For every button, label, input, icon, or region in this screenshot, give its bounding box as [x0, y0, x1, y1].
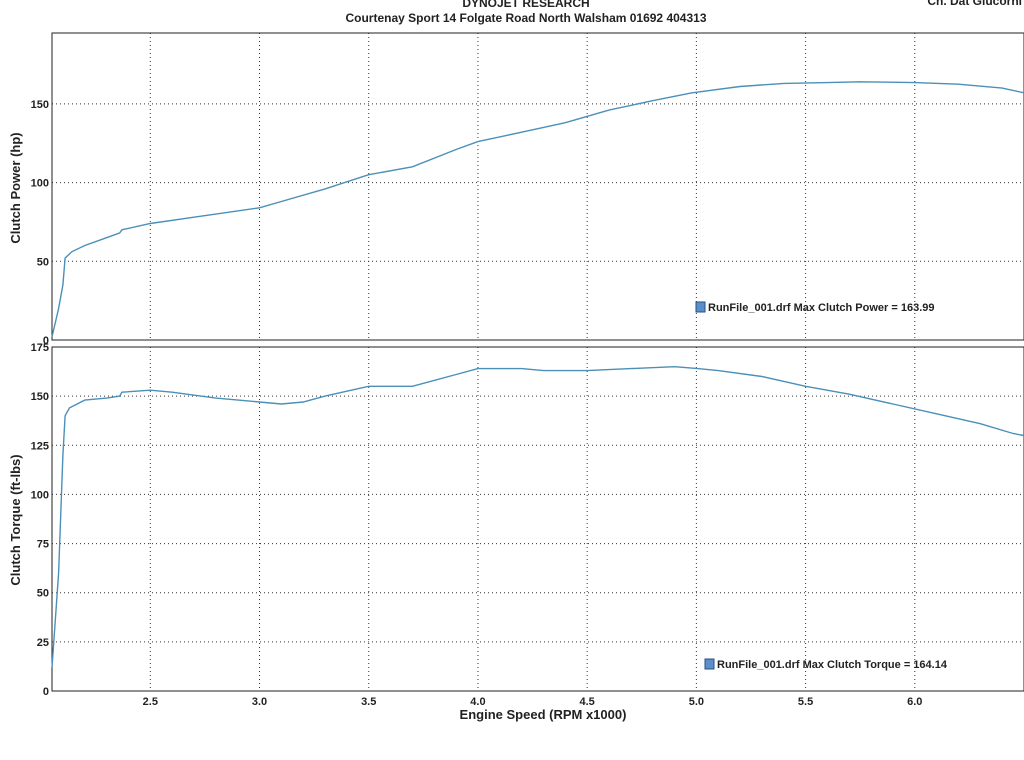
torque-y-tick-label: 100 — [31, 489, 49, 501]
torque-legend-label: RunFile_001.drf Max Clutch Torque = 164.… — [717, 659, 948, 671]
torque-y-tick-label: 175 — [31, 342, 49, 354]
power-legend-swatch — [695, 301, 706, 313]
torque-y-tick-label: 150 — [31, 391, 49, 403]
torque-y-tick-label: 25 — [37, 637, 49, 649]
torque-y-tick-label: 0 — [43, 686, 49, 698]
power-y-tick-label: 150 — [31, 99, 49, 111]
corner-fragment: Ch. Dat Glucorni — [927, 0, 1022, 8]
power-y-tick-label: 0 — [43, 335, 49, 347]
torque-y-tick-label: 75 — [37, 539, 49, 551]
x-tick-label: 2.5 — [143, 696, 158, 708]
x-tick-label: 5.5 — [798, 696, 813, 708]
power-panel: 0 50 100 150 RunFile_001.drf Max Clutch Powe… — [31, 32, 1024, 347]
x-tick-label: 4.0 — [470, 696, 485, 708]
torque-y-tick-label: 50 — [37, 588, 49, 600]
power-y-tick-label: 50 — [37, 256, 49, 268]
torque-y-axis-label: Clutch Torque (ft-lbs) — [8, 454, 23, 585]
power-plot-frame — [51, 32, 1024, 341]
x-tick-label: 4.5 — [579, 696, 594, 708]
power-y-tick-label: 100 — [31, 178, 49, 190]
torque-plot-frame — [51, 346, 1024, 692]
torque-y-tick-label: 125 — [31, 440, 49, 452]
x-tick-label: 6.0 — [907, 696, 922, 708]
power-legend-label: RunFile_001.drf Max Clutch Power = 163.9… — [708, 302, 935, 314]
x-axis-label: Engine Speed (RPM x1000) — [460, 707, 627, 722]
chart-title: DYNOJET RESEARCH — [462, 0, 589, 10]
chart-subtitle: Courtenay Sport 14 Folgate Road North Wa… — [345, 11, 706, 25]
power-series-line — [51, 81, 1024, 338]
x-tick-label: 3.0 — [252, 696, 267, 708]
x-tick-label: 5.0 — [689, 696, 704, 708]
torque-series-line — [51, 365, 1024, 668]
torque-panel: 2.5 3.0 3.5 4.0 4.5 5.0 5.5 6.0 0 25 50 75 100 125 150… — [31, 342, 1024, 708]
x-tick-label: 3.5 — [361, 696, 376, 708]
power-y-axis-label: Clutch Power (hp) — [8, 132, 23, 243]
torque-legend-swatch — [704, 658, 715, 670]
